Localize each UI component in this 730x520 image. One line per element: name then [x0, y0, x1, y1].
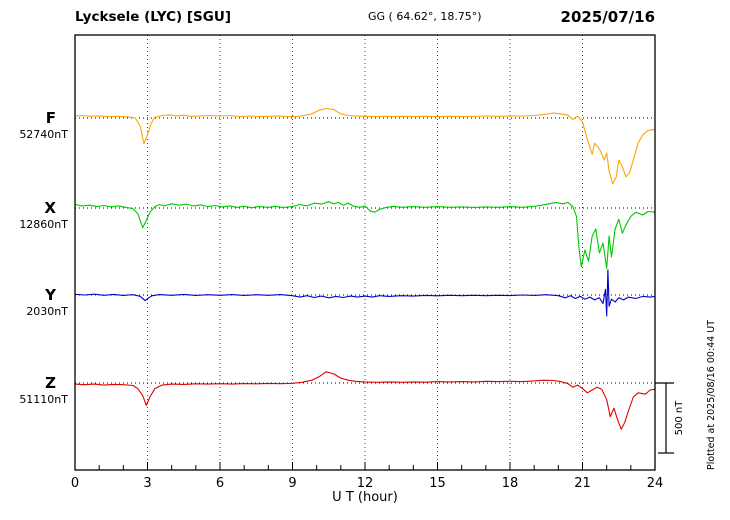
series-label-X: X — [44, 199, 56, 217]
plot-border — [74, 34, 656, 471]
trace-Z — [74, 371, 656, 430]
x-tick-label: 6 — [216, 476, 224, 491]
series-baseline-value-F: 52740nT — [19, 128, 68, 141]
station-title: Lycksele (LYC) [SGU] — [75, 9, 231, 25]
x-tick-label: 0 — [71, 476, 79, 491]
series-baseline-value-X: 12860nT — [19, 218, 68, 231]
scale-bar-label: 500 nT — [674, 400, 685, 436]
x-tick-label: 18 — [502, 476, 519, 491]
x-axis-label: U T (hour) — [332, 490, 398, 505]
gg-coordinates: GG ( 64.62°, 18.75°) — [368, 10, 482, 23]
series-label-Y: Y — [44, 286, 57, 304]
x-tick-label: 9 — [288, 476, 296, 491]
trace-X — [74, 201, 656, 269]
series-label-F: F — [46, 109, 56, 127]
x-tick-label: 12 — [357, 476, 374, 491]
plot-date: 2025/07/16 — [561, 8, 655, 26]
x-tick-label: 24 — [647, 476, 664, 491]
trace-F — [74, 107, 656, 185]
series-baseline-value-Y: 2030nT — [26, 305, 68, 318]
x-tick-label: 15 — [429, 476, 446, 491]
x-tick-label: 3 — [143, 476, 151, 491]
x-tick-label: 21 — [574, 476, 591, 491]
trace-Y — [74, 269, 656, 317]
series-label-Z: Z — [45, 374, 56, 392]
series-baseline-value-Z: 51110nT — [19, 393, 68, 406]
plotted-at-note: Plotted at 2025/08/16 00:44 UT — [706, 320, 717, 470]
